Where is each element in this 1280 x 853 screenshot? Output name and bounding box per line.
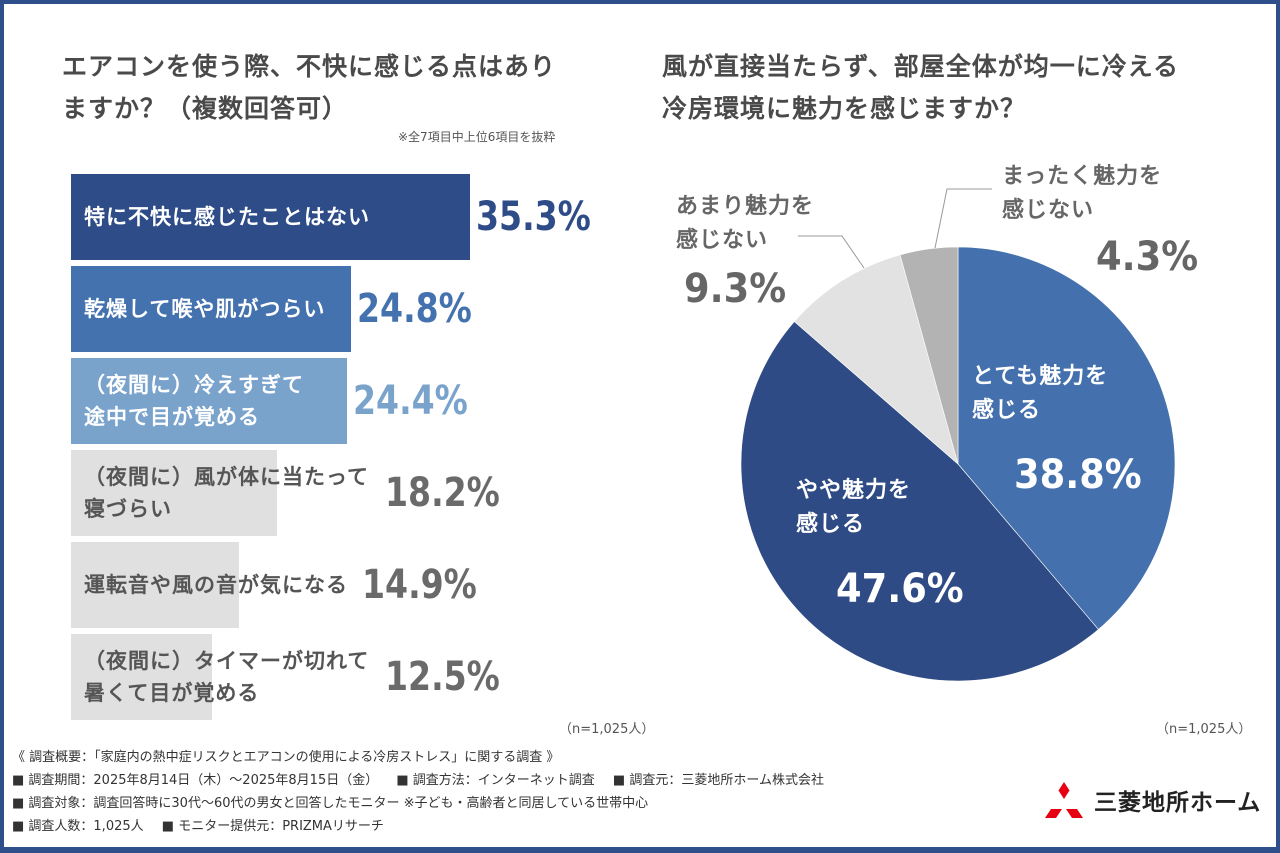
footer-target: ■ 調査対象：調査回答時に30代～60代の男女と回答したモニター ※子ども・高齢… xyxy=(12,796,649,811)
pie-slice xyxy=(957,246,1176,630)
footer-source: ■ 調査元：三菱地所ホーム株式会社 xyxy=(612,773,824,788)
pie-slice-label: とても魅力を 感じる xyxy=(972,364,1109,423)
footer-count: ■ 調査人数：1,025人 xyxy=(12,819,144,834)
bar-value-label: 14.9% xyxy=(362,562,477,608)
company-logo-text: 三菱地所ホーム xyxy=(1094,790,1262,816)
pie-slice xyxy=(899,246,959,465)
left-chart-sample-size: （n=1,025人） xyxy=(559,722,655,737)
right-chart-title-line1: 風が直接当たらず、部屋全体が均一に冷える xyxy=(662,52,1180,81)
bar xyxy=(71,358,347,444)
bar-category-label: （夜間に）冷えすぎて 途中で目が覚める xyxy=(84,373,304,429)
bar-value-label: 24.8% xyxy=(357,286,473,332)
bar xyxy=(71,542,240,628)
bar-value-label: 35.3% xyxy=(475,194,591,240)
pie-leader-line xyxy=(798,235,865,269)
bar-category-label: 運転音や風の音が気になる xyxy=(84,573,348,597)
footer-provider: ■ モニター提供元：PRIZMAリサーチ xyxy=(161,819,384,834)
infographic-frame: エアコンを使う際、不快に感じる点はあり ますか？（複数回答可） ※全7項目中上位… xyxy=(4,4,1276,847)
pie-chart xyxy=(740,188,1176,682)
pie-slice xyxy=(740,321,1099,682)
left-chart-title-line2: ますか？（複数回答可） xyxy=(62,94,349,123)
bar-value-label: 18.2% xyxy=(384,470,500,516)
right-chart-title-line2: 冷房環境に魅力を感じますか？ xyxy=(662,94,1027,123)
footer-row-2: ■ 調査期間：2025年8月14日（木）～2025年8月15日（金） ■ 調査方… xyxy=(12,769,838,792)
pie-slice-value: 9.3% xyxy=(684,266,787,312)
right-chart-sample-size: （n=1,025人） xyxy=(1156,722,1252,737)
bar xyxy=(71,450,277,536)
footer-method: ■ 調査方法：インターネット調査 xyxy=(396,773,595,788)
survey-footer: 《 調査概要：「家庭内の熱中症リスクとエアコンの使用による冷房ストレス」に関する… xyxy=(12,746,838,838)
bar-category-label: （夜間に）タイマーが切れて 暑くて目が覚める xyxy=(84,649,370,705)
bar-category-label: （夜間に）風が体に当たって 寝づらい xyxy=(84,465,369,521)
bar-value-label: 12.5% xyxy=(384,654,500,700)
bar-category-label: 特に不快に感じたことはない xyxy=(84,205,370,229)
bar-category-label: 乾燥して喉や肌がつらい xyxy=(84,297,326,321)
pie-slice-value: 4.3% xyxy=(1096,234,1199,280)
pie-slice xyxy=(793,254,959,465)
pie-slice-label: あまり魅力を 感じない xyxy=(676,194,815,253)
footer-overview: 《 調査概要：「家庭内の熱中症リスクとエアコンの使用による冷房ストレス」に関する… xyxy=(12,750,560,765)
footer-period: ■ 調査期間：2025年8月14日（木）～2025年8月15日（金） xyxy=(12,773,379,788)
bar xyxy=(71,266,352,352)
left-chart-note: ※全7項目中上位6項目を抜粋 xyxy=(398,130,556,144)
pie-slice-value: 38.8% xyxy=(1014,452,1142,498)
pie-slice-label: まったく魅力を 感じない xyxy=(1002,164,1163,223)
left-chart-title-line1: エアコンを使う際、不快に感じる点はあり xyxy=(62,52,557,81)
pie-leader-line xyxy=(934,188,992,249)
bar xyxy=(71,634,213,720)
footer-row-4: ■ 調査人数：1,025人 ■ モニター提供元：PRIZMAリサーチ xyxy=(12,815,838,838)
company-logo: 三菱地所ホーム xyxy=(1044,782,1261,818)
pie-slice-value: 47.6% xyxy=(836,566,964,612)
bar-value-label: 24.4% xyxy=(352,378,468,424)
pie-slice-label: やや魅力を 感じる xyxy=(796,478,912,537)
three-diamonds-logo-icon xyxy=(1045,782,1083,818)
bar xyxy=(71,174,470,260)
